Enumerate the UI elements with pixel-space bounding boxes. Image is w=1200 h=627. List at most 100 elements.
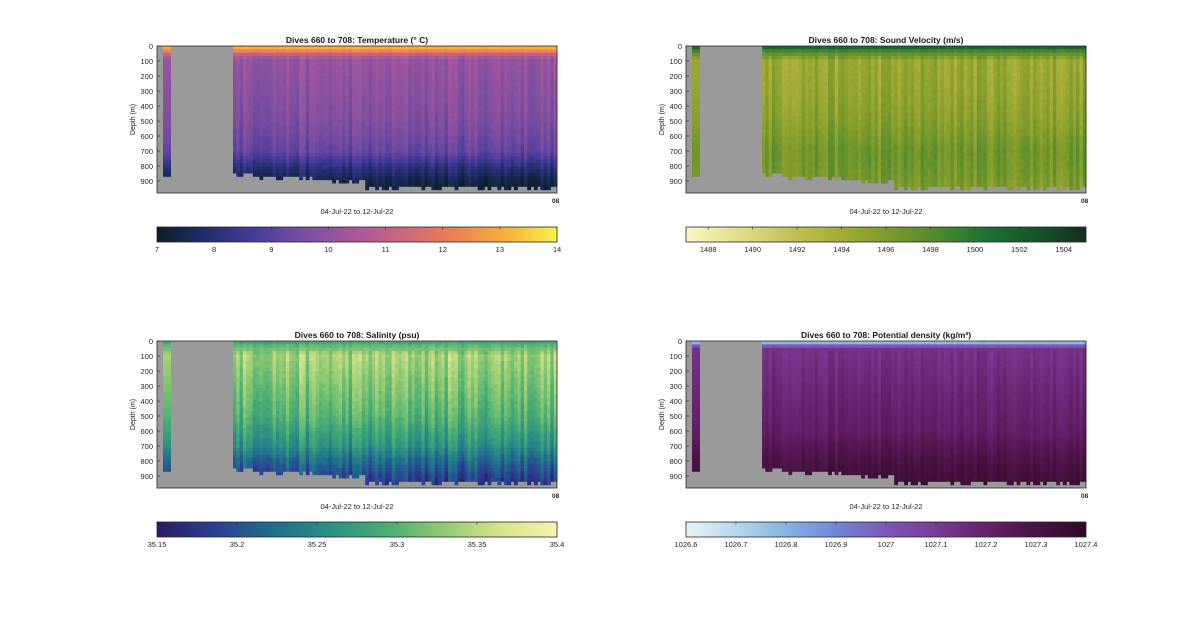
heatmap-cell [792,96,796,100]
heatmap-cell [408,163,412,167]
heatmap-cell [250,79,254,83]
heatmap-cell [531,106,535,110]
heatmap-cell [415,130,419,134]
heatmap-cell [544,106,548,110]
heatmap-cell [289,89,293,93]
heatmap-cell [412,180,416,184]
heatmap-cell [322,83,326,87]
heatmap-cell [283,56,287,60]
heatmap-cell [692,156,700,160]
heatmap-cell [339,146,343,150]
heatmap-cell [355,166,359,170]
heatmap-cell [517,63,521,67]
heatmap-cell [540,143,544,147]
heatmap-cell [378,170,382,174]
heatmap-cell [812,79,816,83]
heatmap-cell [471,59,475,63]
heatmap-cell [359,116,363,120]
heatmap-cell [352,49,356,53]
heatmap-cell [266,146,270,150]
heatmap-cell [448,140,452,144]
heatmap-cell [263,96,267,100]
heatmap-cell [461,99,465,103]
heatmap-cell [511,153,515,157]
heatmap-cell [818,66,822,70]
heatmap-cell [319,163,323,167]
heatmap-cell [455,136,459,140]
heatmap-cell [805,49,809,53]
heatmap-cell [765,123,769,127]
heatmap-cell [435,53,439,57]
heatmap-cell [792,76,796,80]
heatmap-cell [812,123,816,127]
heatmap-cell [478,53,482,57]
heatmap-cell [163,143,171,147]
heatmap-cell [256,120,260,124]
heatmap-cell [431,59,435,63]
heatmap-cell [342,63,346,67]
heatmap-cell [369,116,373,120]
heatmap-cell [415,150,419,154]
heatmap-cell [547,126,551,130]
heatmap-cell [316,146,320,150]
heatmap-cell [521,136,525,140]
heatmap-cell [805,160,809,164]
heatmap-cell [474,120,478,124]
heatmap-cell [349,126,353,130]
heatmap-cell [273,136,277,140]
heatmap-cell [451,73,455,77]
heatmap-cell [312,69,316,73]
heatmap-cell [481,176,485,180]
heatmap-cell [309,79,313,83]
heatmap-cell [286,120,290,124]
heatmap-cell [524,123,528,127]
heatmap-cell [531,66,535,70]
heatmap-cell [316,63,320,67]
heatmap-cell [369,160,373,164]
heatmap-cell [233,160,237,164]
heatmap-cell [468,166,472,170]
heatmap-cell [332,130,336,134]
heatmap-cell [822,126,826,130]
heatmap-cell [805,56,809,60]
heatmap-cell [765,156,769,160]
heatmap-cell [319,109,323,113]
heatmap-cell [302,56,306,60]
heatmap-cell [775,99,779,103]
heatmap-cell [402,99,406,103]
heatmap-cell [365,116,369,120]
heatmap-cell [352,99,356,103]
heatmap-cell [448,123,452,127]
heatmap-cell [263,69,267,73]
heatmap-cell [283,163,287,167]
heatmap-cell [283,160,287,164]
heatmap-cell [378,140,382,144]
heatmap-cell [501,133,505,137]
heatmap-cell [779,73,783,77]
heatmap-cell [547,49,551,53]
heatmap-cell [286,53,290,57]
heatmap-cell [392,183,396,187]
heatmap-cell [293,96,297,100]
heatmap-cell [825,106,829,110]
heatmap-cell [382,93,386,97]
heatmap-cell [302,109,306,113]
heatmap-cell [253,150,257,154]
heatmap-cell [464,106,468,110]
heatmap-cell [547,103,551,107]
heatmap-cell [524,153,528,157]
heatmap-cell [514,123,518,127]
heatmap-cell [392,123,396,127]
heatmap-cell [276,59,280,63]
heatmap-cell [779,106,783,110]
heatmap-cell [283,146,287,150]
heatmap-cell [388,166,392,170]
heatmap-cell [521,143,525,147]
heatmap-cell [385,93,389,97]
heatmap-cell [253,59,257,63]
heatmap-cell [451,143,455,147]
heatmap-cell [792,150,796,154]
heatmap-cell [349,63,353,67]
heatmap-cell [521,76,525,80]
